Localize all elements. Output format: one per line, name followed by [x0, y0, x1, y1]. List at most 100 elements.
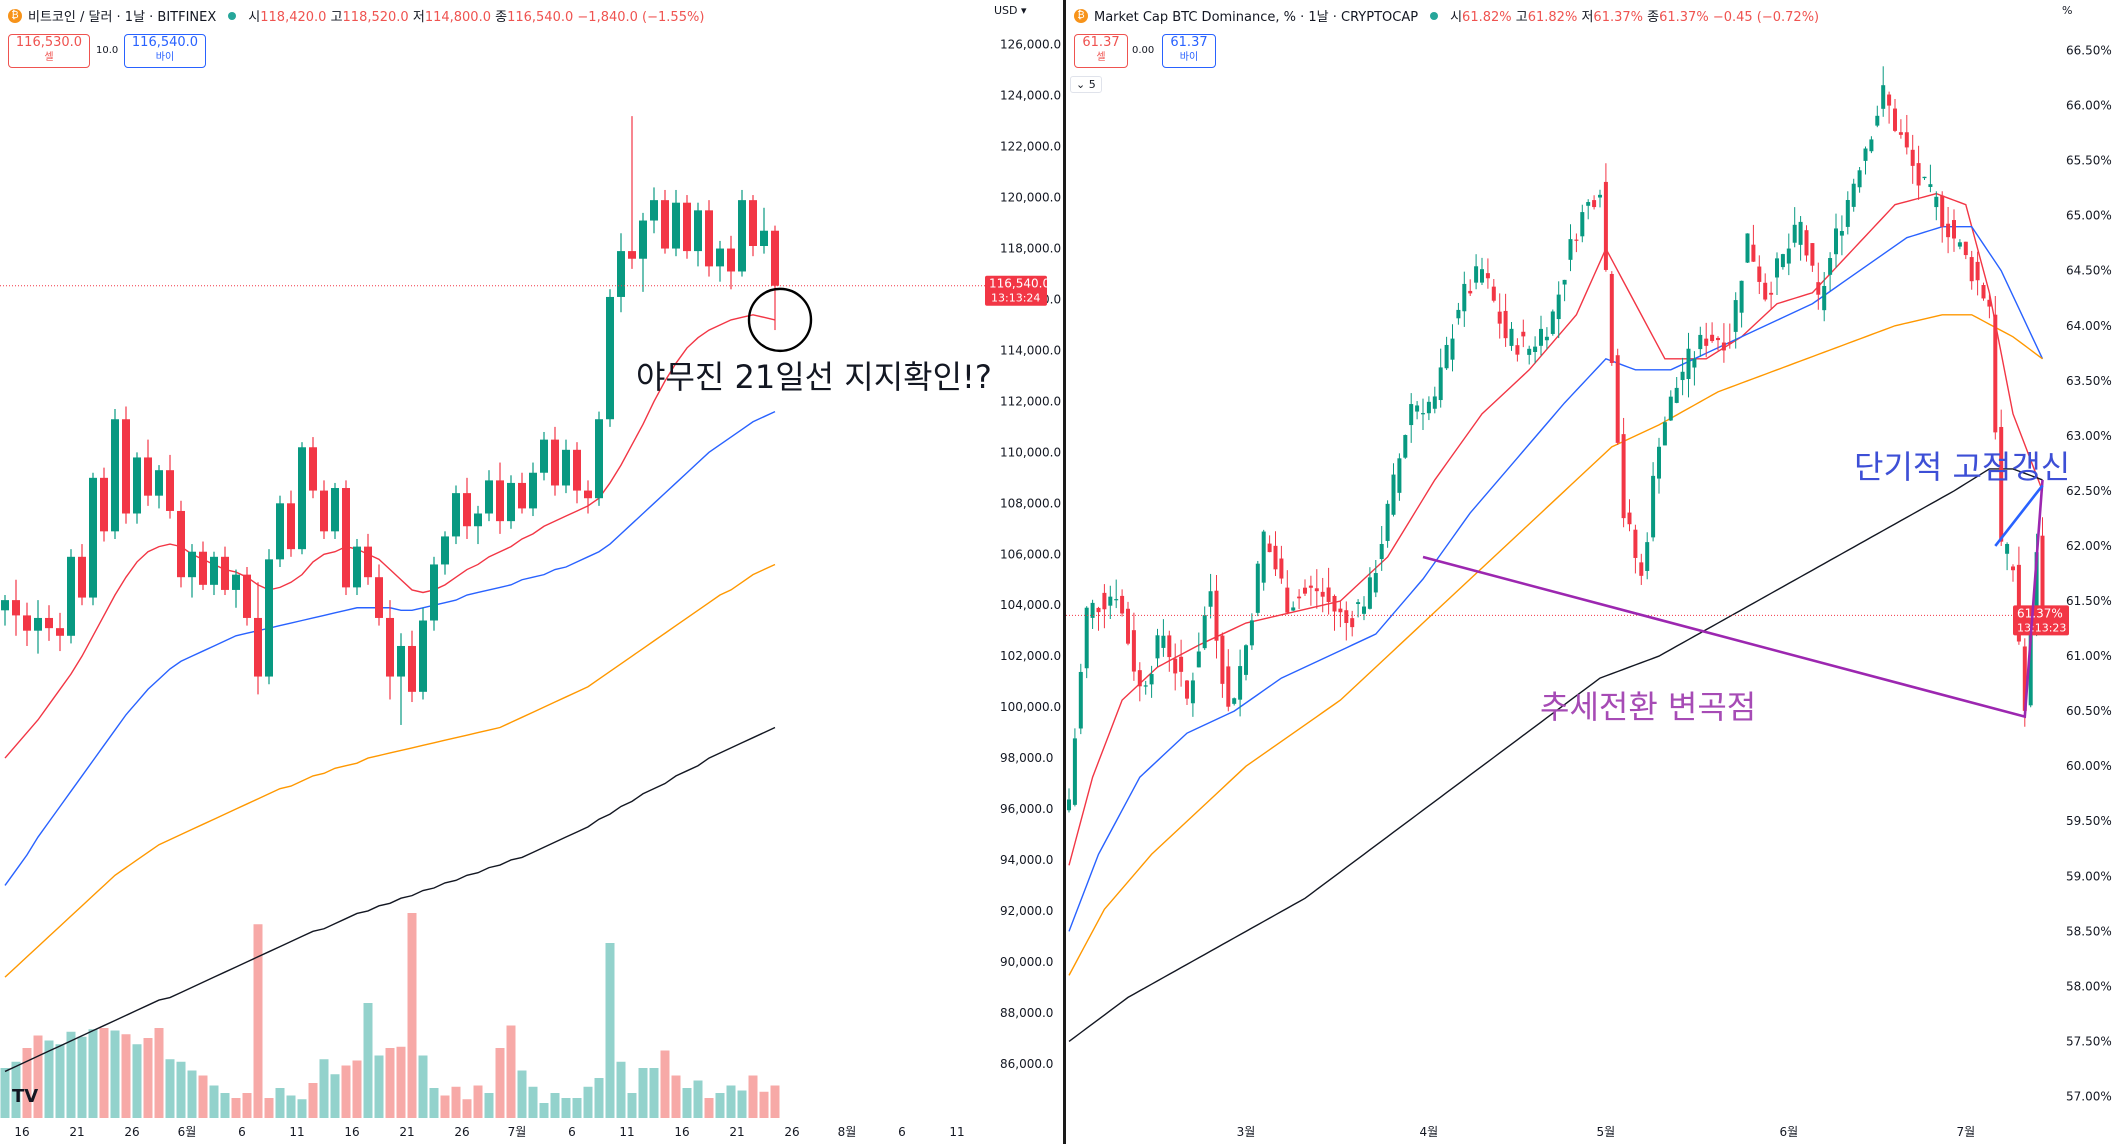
candle-body [1261, 531, 1266, 583]
candle-body [1662, 422, 1667, 446]
interval-dropdown[interactable]: ⌄ 5 [1070, 76, 1102, 93]
candle-body [144, 457, 152, 496]
candle-body [1727, 342, 1732, 344]
volume-bar [286, 1095, 296, 1118]
left-symbol[interactable]: 비트코인 / 달러 · 1날 · BITFINEX [28, 10, 217, 25]
volume-bar [638, 1068, 648, 1118]
candle-body [1267, 543, 1272, 553]
y-tick-label: 100,000.0 [1000, 700, 1061, 714]
candle-body [375, 577, 383, 618]
candle-body [1627, 512, 1632, 525]
candle-body [1845, 200, 1850, 227]
candle-body [650, 200, 658, 221]
x-tick-label: 21 [729, 1125, 744, 1139]
candle-body [2034, 552, 2039, 624]
y-tick-label: 92,000.0 [1000, 904, 1053, 918]
candle-body [133, 457, 141, 514]
candle-body [1769, 292, 1774, 295]
candle-body [1468, 290, 1473, 294]
candle-body [1775, 258, 1779, 278]
candle-body [1344, 610, 1349, 623]
btc-price-chart[interactable]: 86,000.0 88,000.0 90,000.0 92,000.0 94,000.0… [0, 0, 1064, 1144]
volume-bar [506, 1025, 516, 1118]
volume-bar [308, 1083, 318, 1118]
annotation-trend-reversal: 추세전환 변곡점 [1540, 688, 1757, 726]
volume-bar [165, 1059, 175, 1118]
candle-body [452, 493, 460, 537]
countdown-timer: 13:13:24 [991, 292, 1040, 305]
x-tick-label: 21 [399, 1125, 414, 1139]
candle-body [584, 490, 592, 499]
trend-reversal-line [1422, 479, 2044, 719]
x-tick-label: 7월 [508, 1125, 527, 1139]
x-tick-label: 26 [784, 1125, 799, 1139]
candle-body [1574, 239, 1579, 241]
dominance-chart[interactable]: 57.00% 57.50% 58.00% 58.50% 59.00% 59.50% 60.0… [1066, 0, 2118, 1144]
candle-body [2040, 535, 2045, 611]
candle-body [1763, 282, 1768, 300]
right-sell-button[interactable]: 61.37 셀 [1074, 34, 1128, 68]
volume-bar [220, 1093, 230, 1118]
candle-body [177, 510, 185, 578]
candle-body [1550, 311, 1555, 334]
short-term-high-line [1994, 484, 2044, 547]
candle-body [1515, 345, 1520, 355]
candle-body [1999, 426, 2004, 542]
candle-body [1462, 283, 1467, 312]
candle-body [1196, 651, 1201, 668]
left-sell-button[interactable]: 116,530.0 셀 [8, 34, 90, 68]
candle-body [463, 493, 471, 527]
btc-usd-chart-panel[interactable]: 86,000.0 88,000.0 90,000.0 92,000.0 94,000.0… [0, 0, 1064, 1144]
candle-body [342, 488, 350, 588]
right-symbol[interactable]: Market Cap BTC Dominance, % · 1날 · CRYPT… [1094, 10, 1419, 25]
volume-bar [77, 1036, 87, 1118]
market-open-icon [1430, 11, 1439, 20]
y-tick-label: 112,000.0 [1000, 394, 1061, 408]
moving-average-line [4, 726, 776, 1073]
candle-body [1857, 170, 1862, 188]
y-tick-label: 104,000.0 [1000, 598, 1061, 612]
x-tick-label: 8월 [838, 1125, 857, 1139]
panel-divider [1063, 0, 1066, 1144]
y-tick-label: 61.50% [2066, 594, 2112, 608]
candle-body [1102, 592, 1107, 610]
volume-bar [770, 1085, 780, 1118]
y-tick-label: 63.00% [2066, 429, 2112, 443]
candle-body [1409, 404, 1414, 426]
candle-body [1922, 176, 1927, 179]
volume-bar [341, 1065, 351, 1118]
btc-dominance-chart-panel[interactable]: 57.00% 57.50% 58.00% 58.50% 59.00% 59.50% 60.0… [1066, 0, 2118, 1144]
candle-body [1586, 202, 1591, 206]
y-tick-label: 118,000.0 [1000, 242, 1061, 256]
tradingview-logo: TV [12, 1086, 39, 1107]
volume-bar [737, 1090, 747, 1118]
candle-body [1362, 606, 1366, 614]
candle-body [34, 617, 42, 631]
right-buy-button[interactable]: 61.37 바이 [1162, 34, 1216, 68]
y-tick-label: 88,000.0 [1000, 1006, 1053, 1020]
y-tick-label: 63.50% [2066, 374, 2112, 388]
candle-body [1887, 94, 1892, 106]
candle-body [1167, 635, 1172, 658]
candle-body [441, 536, 449, 565]
x-tick-label: 7월 [1956, 1125, 1975, 1139]
x-tick-label: 21 [69, 1125, 84, 1139]
candle-body [12, 600, 20, 616]
candle-body [1698, 334, 1703, 350]
candle-body [1503, 310, 1508, 339]
bitcoin-icon: ₿ [1074, 8, 1088, 23]
left-buy-button[interactable]: 116,540.0 바이 [124, 34, 206, 68]
candle-body [419, 620, 427, 692]
candle-body [540, 439, 548, 473]
y-tick-label: 60.50% [2066, 704, 2112, 718]
candle-body [1350, 618, 1355, 628]
candle-body [1592, 200, 1597, 208]
volume-bar [473, 1085, 483, 1118]
candle-body [199, 551, 207, 585]
candle-body [1786, 248, 1791, 264]
candle-body [1072, 738, 1077, 805]
currency-selector[interactable]: USD ▾ [994, 4, 1027, 17]
volume-bar [253, 924, 263, 1118]
volume-bar [209, 1085, 219, 1118]
candle-body [1444, 344, 1449, 369]
